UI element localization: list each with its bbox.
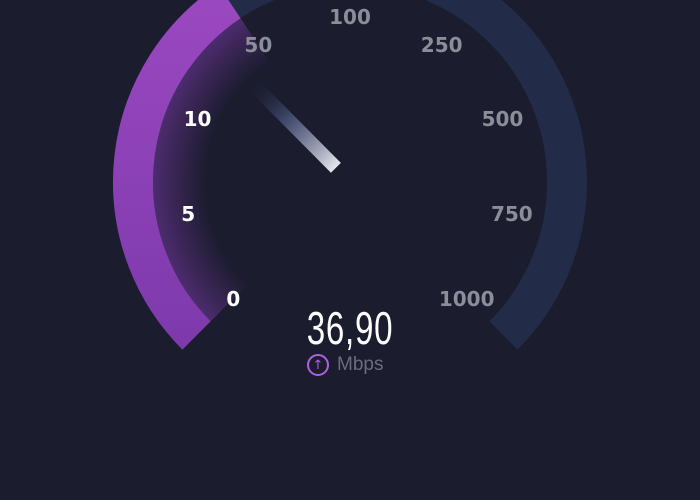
gauge-fill-glow	[152, 18, 350, 322]
unit-row: ↑ Mbps	[307, 354, 383, 376]
scale-label: 5	[181, 202, 196, 227]
speed-value: 36,90	[306, 302, 394, 354]
scale-label: 250	[420, 32, 463, 57]
upload-arrow-icon: ↑	[307, 354, 329, 376]
scale-label: 0	[226, 286, 241, 311]
gauge-needle	[246, 77, 341, 173]
scale-label: 500	[481, 106, 524, 131]
gauge-fill-arc	[113, 0, 241, 350]
scale-label: 10	[183, 106, 212, 131]
scale-label: 50	[244, 32, 273, 57]
scale-label: 1000	[438, 286, 495, 311]
speed-unit: Mbps	[337, 354, 384, 375]
scale-label: 100	[329, 5, 371, 29]
scale-label: 750	[490, 202, 533, 227]
